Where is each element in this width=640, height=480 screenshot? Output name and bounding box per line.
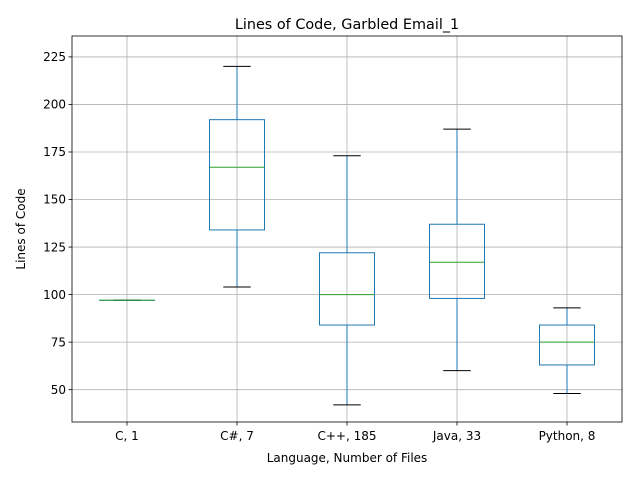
x-tick-label: C++, 185 bbox=[317, 429, 376, 443]
box-iqr bbox=[429, 223, 485, 299]
y-tick-label: 200 bbox=[43, 98, 66, 112]
box-group bbox=[209, 65, 265, 288]
x-tick-label: Python, 8 bbox=[539, 429, 596, 443]
box-group bbox=[319, 155, 375, 406]
box-group bbox=[539, 307, 595, 394]
y-tick-label: 175 bbox=[43, 145, 66, 159]
y-tick-label: 125 bbox=[43, 240, 66, 254]
y-tick-label: 100 bbox=[43, 288, 66, 302]
x-tick-label: Java, 33 bbox=[432, 429, 481, 443]
box-group bbox=[429, 128, 485, 372]
boxes-layer bbox=[99, 65, 595, 406]
box-iqr bbox=[209, 119, 265, 231]
x-tick-label: C, 1 bbox=[115, 429, 139, 443]
box-iqr bbox=[319, 252, 375, 326]
x-tick-label: C#, 7 bbox=[220, 429, 254, 443]
y-tick-label: 75 bbox=[51, 335, 66, 349]
y-tick-label: 225 bbox=[43, 50, 66, 64]
y-tick-label: 150 bbox=[43, 193, 66, 207]
chart-title: Lines of Code, Garbled Email_1 bbox=[235, 17, 459, 33]
x-axis-label: Language, Number of Files bbox=[267, 451, 428, 465]
y-axis-label: Lines of Code bbox=[14, 188, 28, 269]
ticks-layer: 50 75 100 125 150 175 200 225 C, 1 C#, 7 C++, 185 J… bbox=[43, 50, 595, 443]
box-iqr bbox=[539, 324, 595, 366]
y-tick-label: 50 bbox=[51, 383, 66, 397]
